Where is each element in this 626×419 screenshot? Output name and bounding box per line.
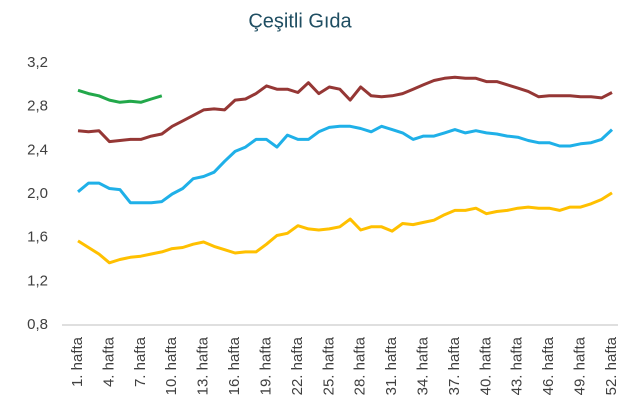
series-line [77, 124, 614, 205]
chart-title: Çeşitli Gıda [248, 10, 352, 32]
y-tick-label: 2,8 [27, 98, 48, 115]
x-tick-label: 19. hafta [257, 336, 274, 395]
x-tick-label: 4. hafta [100, 336, 117, 387]
y-tick-label: 3,2 [27, 54, 48, 71]
x-tick-label: 1. hafta [69, 336, 86, 387]
x-tick-label: 13. hafta [195, 336, 212, 395]
x-tick-label: 25. hafta [320, 336, 337, 395]
series-line [77, 191, 613, 265]
y-tick-label: 0,8 [27, 316, 48, 333]
x-tick-label: 43. hafta [509, 336, 526, 395]
series-line [77, 88, 163, 104]
y-tick-label: 1,6 [27, 229, 48, 246]
y-tick-label: 2,0 [27, 185, 48, 202]
x-tick-label: 49. hafta [572, 336, 589, 395]
x-tick-label: 46. hafta [540, 336, 557, 395]
x-tick-label: 10. hafta [163, 336, 180, 395]
x-tick-label: 40. hafta [477, 336, 494, 395]
x-tick-label: 37. hafta [446, 336, 463, 395]
x-tick-label: 52. hafta [603, 336, 620, 395]
y-tick-label: 2,4 [27, 141, 48, 158]
x-tick-label: 16. hafta [226, 336, 243, 395]
x-tick-label: 7. hafta [132, 336, 149, 387]
y-tick-label: 1,2 [27, 272, 48, 289]
x-tick-label: 31. hafta [383, 336, 400, 395]
x-tick-label: 28. hafta [352, 336, 369, 395]
x-tick-label: 34. hafta [414, 336, 431, 395]
series-line [77, 75, 613, 144]
x-tick-label: 22. hafta [289, 336, 306, 395]
